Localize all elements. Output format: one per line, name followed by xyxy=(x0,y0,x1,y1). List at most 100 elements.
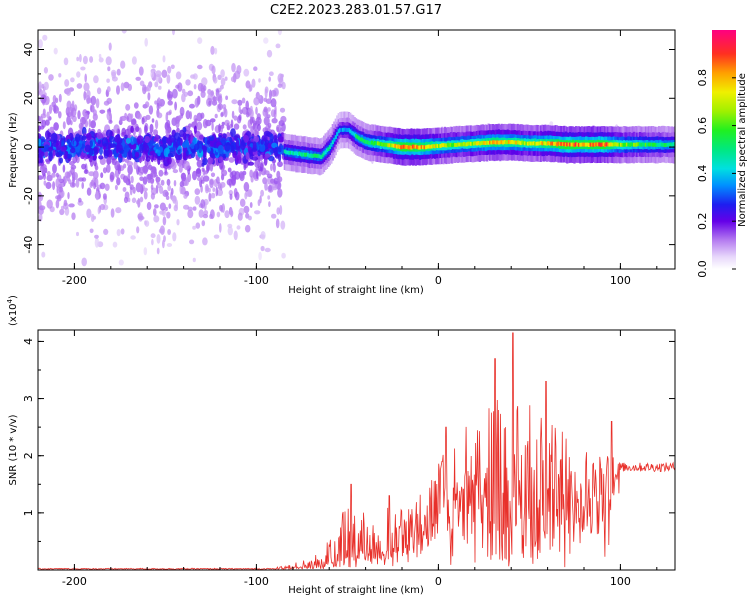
spectrum-ridge-cell xyxy=(378,141,381,146)
spectrum-noise-blob xyxy=(41,251,46,258)
spectrum-noise-blob xyxy=(187,206,193,212)
spectrum-ridge-cell xyxy=(406,145,409,149)
figure-title: C2E2.2023.283.01.57.G17 xyxy=(270,3,442,18)
spectrum-noise-blob xyxy=(263,106,268,113)
spectrum-noise-blob xyxy=(243,68,250,77)
spectrum-ridge-cell xyxy=(502,140,505,145)
spectrum-noise-blob xyxy=(167,229,172,235)
spectrum-noise-blob xyxy=(137,213,143,219)
spectrum-noise-blob xyxy=(264,181,268,191)
spectrum-noise-blob xyxy=(185,110,191,120)
spectrum-noise-blob xyxy=(106,86,111,93)
spectrum-ridge-cell xyxy=(314,153,317,158)
spectrum-noise-blob xyxy=(58,73,62,78)
spectrum-ridge-cell xyxy=(522,141,525,145)
spectrum-noise-blob xyxy=(138,183,142,193)
spectrum-ridge-cell xyxy=(628,143,631,147)
spectrum-ridge-cell xyxy=(350,130,353,135)
spectrum-noise-blob xyxy=(212,95,216,104)
snr-frame xyxy=(37,329,676,571)
spectrum-noise-blob xyxy=(187,90,194,97)
spectrum-ridge-cell xyxy=(668,142,671,147)
spectrum-ridge-cell xyxy=(398,145,401,149)
spectrum-noise-blob xyxy=(192,257,196,263)
spectrum-noise-blob xyxy=(276,207,281,215)
spectrum-core-blob xyxy=(264,153,271,159)
spectrum-ridge-cell xyxy=(499,140,502,145)
spectrum-noise-blob xyxy=(224,210,230,219)
spectrum-noise-blob xyxy=(202,237,208,246)
spectrum-noise-blob xyxy=(166,243,173,247)
spectrum-noise-blob xyxy=(76,231,79,237)
spectrum-noise-blob xyxy=(99,182,106,190)
spectrum-ridge-cell xyxy=(659,142,662,147)
spectrum-noise-blob xyxy=(237,99,243,106)
spectrum-noise-blob xyxy=(119,116,123,124)
spectrum-noise-blob xyxy=(243,163,247,171)
spectrum-noise-blob xyxy=(150,184,154,191)
spectrum-noise-blob xyxy=(192,206,197,211)
spectrum-ridge-cell xyxy=(622,142,626,147)
spectrum-ridge-cell xyxy=(347,128,350,132)
spectrum-core-blob xyxy=(232,151,237,159)
spectrum-ridge-cell xyxy=(391,143,394,148)
spectrum-noise-blob xyxy=(96,87,102,95)
spectrum-noise-blob xyxy=(141,117,145,125)
spectrum-noise-blob xyxy=(268,184,273,192)
spectrum-core-blob xyxy=(237,151,241,160)
spectrum-noise-blob xyxy=(40,113,47,119)
spectrum-ridge-cell xyxy=(452,142,455,147)
spectrum-ridge-cell xyxy=(321,153,324,158)
spectrum-noise-blob xyxy=(45,119,50,126)
spectrogram-ytick-label: -20 xyxy=(22,187,35,205)
spectrum-ridge-cell xyxy=(369,141,372,145)
spectrum-noise-blob xyxy=(88,119,92,128)
spectrum-noise-blob xyxy=(99,203,106,211)
spectrum-ridge-cell xyxy=(484,141,487,145)
spectrum-noise-blob xyxy=(203,85,207,92)
spectrum-ridge-cell xyxy=(301,152,304,157)
spectrum-ridge-cell xyxy=(551,141,554,146)
spectrum-noise-blob xyxy=(68,203,75,208)
spectrum-noise-blob xyxy=(136,200,140,205)
spectrum-core-blob xyxy=(149,150,156,156)
spectrum-noise-blob xyxy=(229,193,233,200)
spectrum-noise-blob xyxy=(165,126,171,136)
spectrum-noise-blob xyxy=(59,208,65,216)
spectrum-core-blob xyxy=(135,126,140,132)
spectrum-noise-blob xyxy=(86,208,92,219)
spectrum-noise-blob xyxy=(254,210,261,215)
spectrum-ridge-cell xyxy=(422,145,425,150)
spectrum-ridge-cell xyxy=(569,142,572,147)
spectrum-noise-blob xyxy=(127,164,133,175)
spectrum-ridge-cell xyxy=(585,142,588,147)
spectrum-noise-blob xyxy=(165,206,168,212)
spectrum-noise-blob xyxy=(63,88,70,95)
spectrum-ridge-cell xyxy=(500,140,503,144)
spectrum-noise-blob xyxy=(90,179,95,187)
spectrum-noise-blob xyxy=(280,115,287,123)
spectrum-noise-blob xyxy=(69,182,76,188)
colorbar-gradient xyxy=(712,30,736,269)
spectrum-noise-blob xyxy=(164,165,168,175)
spectrum-noise-blob xyxy=(210,209,215,220)
spectrum-noise-blob xyxy=(79,54,82,63)
spectrum-noise-blob xyxy=(95,190,99,201)
spectrum-ridge-cell xyxy=(653,142,656,147)
spectrum-noise-blob xyxy=(216,189,223,197)
spectrum-ridge-cell xyxy=(480,141,483,145)
spectrum-noise-blob xyxy=(227,226,233,236)
spectrum-noise-blob xyxy=(76,83,83,89)
spectrum-noise-blob xyxy=(90,95,97,106)
spectrum-core-blob xyxy=(207,148,210,154)
spectrum-ridge-cell xyxy=(582,142,585,147)
spectrum-noise-blob xyxy=(75,178,80,188)
spectrum-core-blob xyxy=(84,144,91,153)
spectrum-noise-blob xyxy=(208,100,212,106)
spectrum-ridge-cell xyxy=(505,140,508,145)
spectrum-noise-blob xyxy=(159,202,166,211)
spectrum-noise-blob xyxy=(139,176,144,181)
spectrum-ridge-cell xyxy=(573,143,576,147)
spectrum-core-blob xyxy=(109,136,115,143)
spectrum-ridge-cell xyxy=(560,142,563,146)
